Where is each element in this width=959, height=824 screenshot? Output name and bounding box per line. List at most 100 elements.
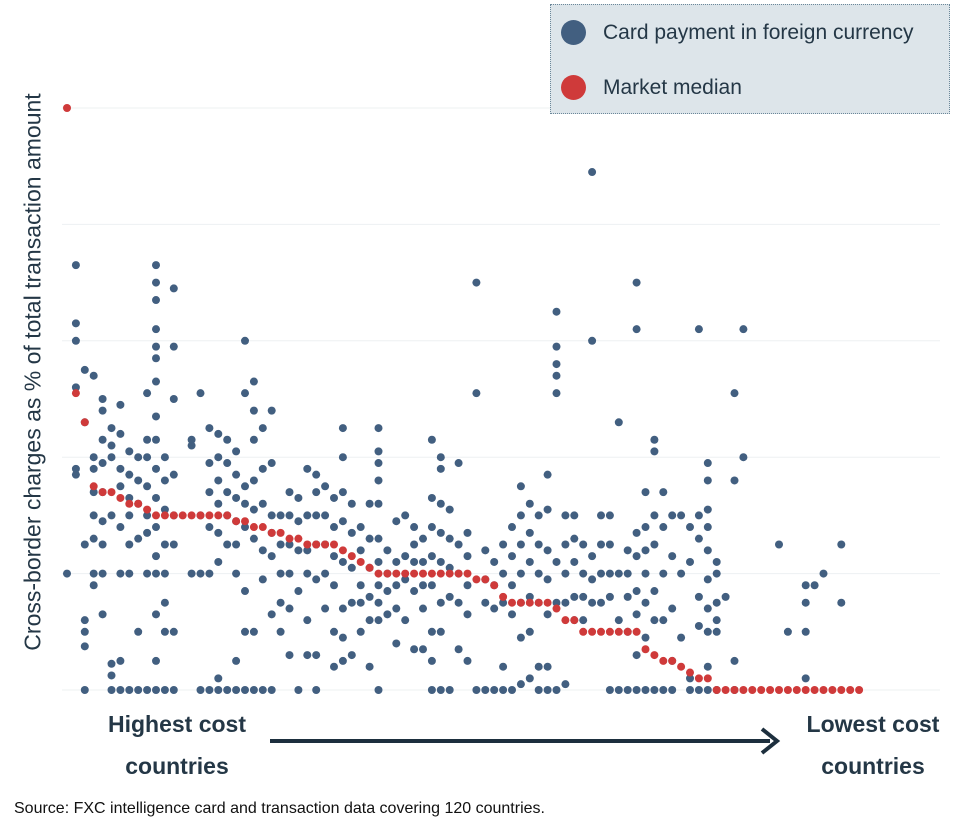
legend: Card payment in foreign currency Market … xyxy=(550,4,950,114)
source-note: Source: FXC intelligence card and transa… xyxy=(14,800,545,817)
market-median-point xyxy=(588,627,597,636)
card-payment-point xyxy=(677,569,686,578)
card-payment-point xyxy=(641,523,650,532)
card-payment-point xyxy=(712,616,721,625)
card-payment-point xyxy=(561,569,570,578)
card-payment-point xyxy=(214,686,223,694)
card-payment-point xyxy=(525,627,534,636)
card-payment-point xyxy=(694,511,703,520)
market-median-point xyxy=(508,598,516,607)
market-median-point xyxy=(783,686,792,694)
card-payment-point xyxy=(285,488,294,497)
card-payment-point xyxy=(294,686,303,694)
card-payment-point xyxy=(712,598,721,607)
card-payment-point xyxy=(570,592,579,601)
card-payment-point xyxy=(703,686,712,694)
card-payment-point xyxy=(436,453,445,462)
card-payment-point xyxy=(516,511,525,520)
x-left-label: Highest cost countries xyxy=(107,711,247,779)
market-median-point xyxy=(525,598,534,607)
card-payment-point xyxy=(356,627,365,636)
card-payment-point xyxy=(258,546,267,555)
card-payment-point xyxy=(107,511,116,520)
card-payment-point xyxy=(214,429,223,438)
card-payment-point xyxy=(543,686,552,694)
legend-card-label: Card payment in foreign currency xyxy=(603,20,914,44)
market-median-point xyxy=(178,511,187,520)
card-payment-point xyxy=(499,686,508,694)
market-median-point xyxy=(677,662,686,671)
card-payment-point xyxy=(508,552,516,561)
card-payment-point xyxy=(89,511,98,520)
card-payment-point xyxy=(703,523,712,532)
card-payment-point xyxy=(694,592,703,601)
card-payment-point xyxy=(605,511,614,520)
card-payment-point xyxy=(561,540,570,549)
card-payment-point xyxy=(356,598,365,607)
card-payment-point xyxy=(223,686,232,694)
card-payment-point xyxy=(107,686,116,694)
card-payment-point xyxy=(445,563,454,572)
card-payment-point xyxy=(294,493,303,502)
card-payment-point xyxy=(232,686,241,694)
card-payment-point xyxy=(169,627,178,636)
card-payment-point xyxy=(330,552,338,561)
card-payment-point xyxy=(641,633,650,642)
market-median-point xyxy=(196,511,205,520)
card-payment-point xyxy=(454,540,463,549)
card-payment-point xyxy=(605,569,614,578)
card-payment-point xyxy=(134,453,143,462)
card-payment-point xyxy=(374,616,383,625)
market-median-point xyxy=(490,581,499,590)
card-payment-point xyxy=(552,371,561,380)
card-payment-point xyxy=(347,651,356,660)
card-payment-point xyxy=(143,528,152,537)
card-payment-point xyxy=(659,488,668,497)
card-payment-point xyxy=(330,523,338,532)
card-payment-point xyxy=(196,569,205,578)
card-payment-point xyxy=(249,627,258,636)
market-median-point xyxy=(71,389,80,398)
card-payment-point xyxy=(552,598,561,607)
card-payment-point xyxy=(490,604,499,613)
card-payment-point xyxy=(481,598,490,607)
card-payment-point xyxy=(374,581,383,590)
card-payment-point xyxy=(374,598,383,607)
market-median-point xyxy=(757,686,766,694)
legend-card-dot-icon xyxy=(561,20,586,45)
market-median-point xyxy=(152,511,160,520)
card-payment-point xyxy=(107,671,116,680)
card-payment-point xyxy=(205,424,214,433)
card-payment-point xyxy=(321,482,330,491)
card-payment-point xyxy=(338,633,347,642)
card-payment-point xyxy=(427,627,436,636)
card-payment-point xyxy=(303,616,312,625)
card-payment-point xyxy=(810,581,819,590)
card-payment-point xyxy=(623,686,632,694)
card-payment-point xyxy=(419,557,427,566)
card-payment-point xyxy=(152,464,160,473)
card-payment-point xyxy=(374,557,383,566)
card-payment-point xyxy=(712,569,721,578)
market-median-point xyxy=(801,686,810,694)
card-payment-point xyxy=(356,546,365,555)
market-median-point xyxy=(445,569,454,578)
card-payment-point xyxy=(410,587,419,596)
card-payment-point xyxy=(241,627,249,636)
card-payment-point xyxy=(338,424,347,433)
card-payment-point xyxy=(579,540,588,549)
card-payment-point xyxy=(579,569,588,578)
card-payment-point xyxy=(80,627,89,636)
market-median-point xyxy=(214,511,223,520)
market-median-point xyxy=(605,627,614,636)
card-payment-point xyxy=(71,261,80,270)
legend-median-dot-icon xyxy=(561,75,586,100)
card-payment-point xyxy=(730,389,739,398)
card-payment-point xyxy=(214,453,223,462)
market-median-point xyxy=(463,569,472,578)
card-payment-point xyxy=(241,482,249,491)
card-payment-point xyxy=(419,604,427,613)
card-payment-point xyxy=(801,627,810,636)
market-median-point xyxy=(534,598,543,607)
